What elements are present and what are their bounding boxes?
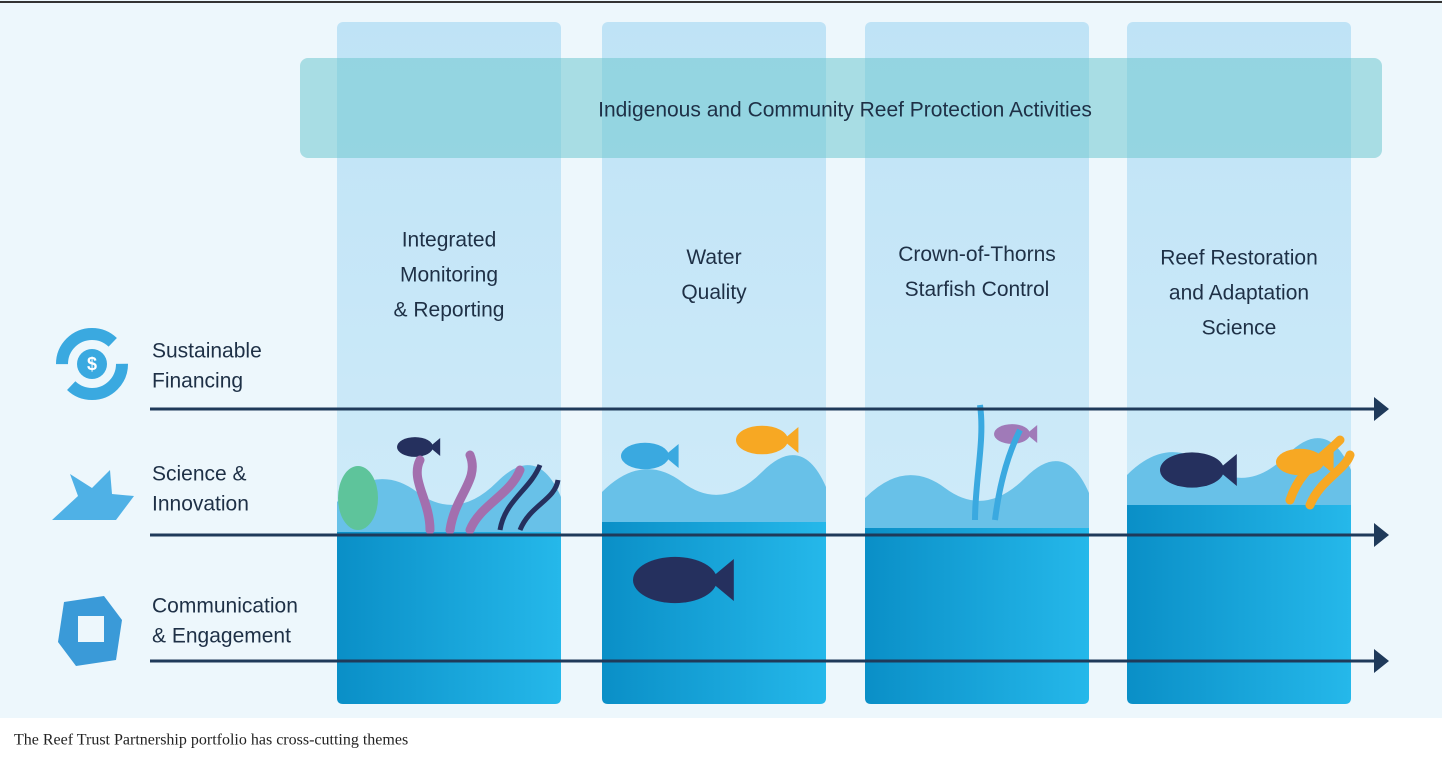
diagram: Integrated Monitoring & Reporting Water Qual… (0, 0, 1442, 772)
column-label: Quality (681, 281, 747, 304)
fish (736, 426, 788, 455)
theme-label: Innovation (152, 493, 249, 516)
seabed (602, 522, 826, 704)
column-label: Water (686, 246, 741, 269)
theme-label: & Engagement (152, 625, 291, 648)
theme-label: Science & (152, 463, 247, 486)
svg-text:$: $ (87, 354, 97, 374)
column-label: Science (1202, 317, 1277, 340)
seabed (337, 532, 561, 704)
fish (1160, 452, 1224, 487)
caption: The Reef Trust Partnership portfolio has… (14, 732, 408, 749)
fish (633, 557, 717, 603)
seabed (865, 528, 1089, 704)
column-label: and Adaptation (1169, 282, 1309, 305)
fish (621, 443, 669, 469)
column-label: Monitoring (400, 264, 498, 287)
theme-label: Financing (152, 370, 243, 393)
column-label: Integrated (402, 229, 497, 252)
fish (397, 437, 433, 457)
column-label: & Reporting (394, 299, 505, 322)
banner-text: Indigenous and Community Reef Protection… (598, 99, 1092, 122)
coral (338, 466, 378, 530)
theme-label: Sustainable (152, 340, 262, 363)
column-label: Reef Restoration (1160, 247, 1318, 270)
theme-label: Communication (152, 595, 298, 618)
column-label: Crown-of-Thorns (898, 243, 1056, 266)
column-label: Starfish Control (905, 278, 1050, 301)
